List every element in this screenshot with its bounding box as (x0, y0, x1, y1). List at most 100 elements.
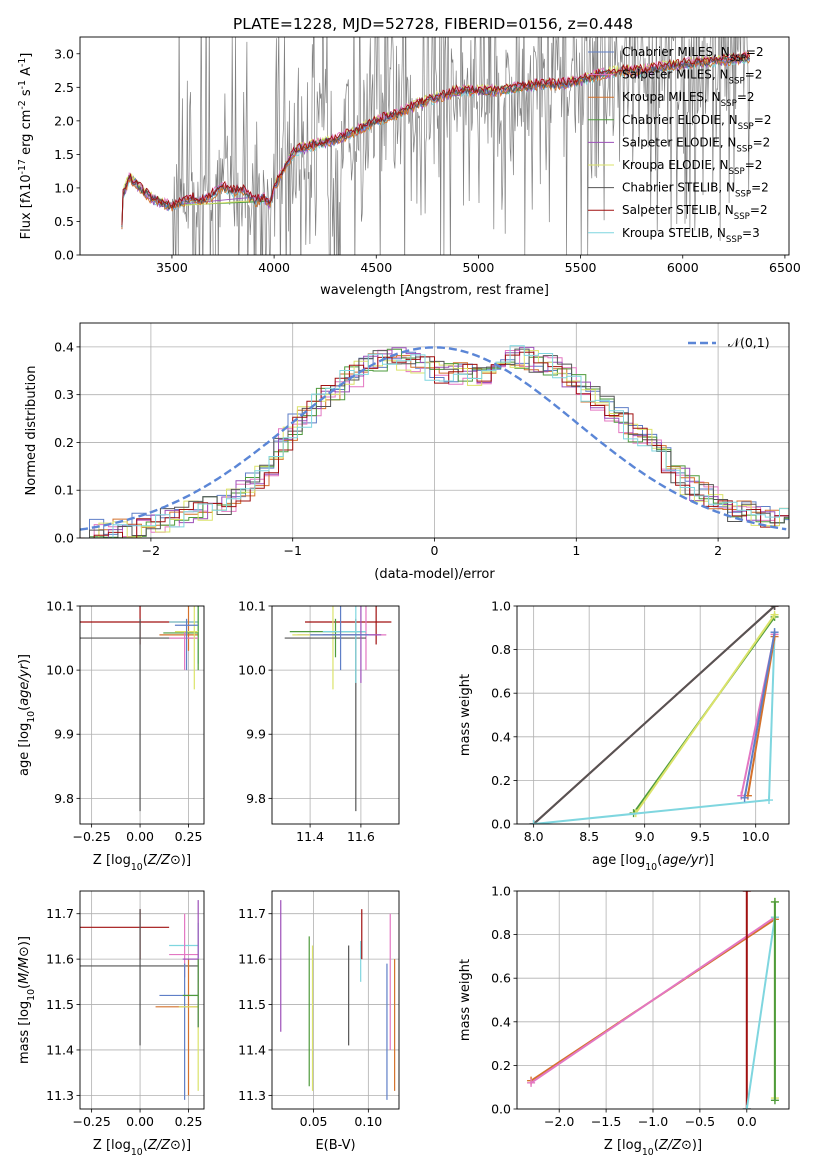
x-tick-label: 9.0 (635, 829, 655, 844)
y-tick-label: 3.0 (54, 46, 74, 61)
y-tick-label: 0.6 (491, 971, 511, 986)
y-tick-label: 1.5 (54, 147, 74, 162)
legend-entry: Chabrier STELIB, NSSP=2 (622, 181, 769, 200)
axes-weight_vs_age: 8.0 8.5 9.0 9.5 10.0 0.0 0.2 0.4 0.6 0.8 1.0 age [l… (458, 599, 790, 873)
normal-distribution-curve (80, 346, 787, 531)
y-tick-label: 10.1 (46, 599, 74, 614)
x-tick-label: 0.10 (354, 1114, 382, 1129)
x-tick-label: −0.25 (72, 1114, 110, 1129)
histogram-kroupa-stelib (84, 345, 789, 538)
x-tick-label: 9.5 (690, 829, 710, 844)
y-tick-label: 0.2 (54, 435, 74, 450)
x-axis-label: (data-model)/error (374, 567, 495, 582)
weight-marker (770, 610, 779, 619)
plot-area-mass_vs_Z (80, 900, 199, 1100)
x-tick-label: 4500 (360, 260, 392, 275)
plot-area-spectrum (121, 37, 751, 255)
y-tick-label: 11.4 (238, 1042, 266, 1057)
y-axis-label: Flux [fλ10-17 erg cm-2 s-1 A-1] (17, 53, 35, 240)
x-tick-label: 11.6 (347, 829, 375, 844)
legend: Chabrier MILES, NSSP=2 Salpeter MILES, NS… (588, 45, 771, 245)
legend-entry: Kroupa MILES, NSSP=2 (622, 90, 755, 109)
x-tick-label: 0.00 (126, 1114, 154, 1129)
y-tick-label: 9.8 (246, 791, 266, 806)
x-tick-label: 8.5 (579, 829, 599, 844)
y-axis-label: mass [log10(M/M⊙)] (17, 936, 37, 1064)
y-axis-label: mass weight (458, 674, 473, 756)
weight-marker (770, 606, 779, 610)
weight-marker (742, 891, 751, 895)
y-tick-label: 0.8 (491, 927, 511, 942)
y-tick-label: 10.1 (238, 599, 266, 614)
y-tick-label: 0.0 (54, 248, 74, 263)
weight-marker (765, 796, 774, 805)
x-tick-label: 5000 (463, 260, 495, 275)
legend-entry: 𝒩(0,1) (728, 335, 770, 350)
axes-age_vs_mass: 11.4 11.6 9.8 9.9 10.0 10.1 (238, 599, 400, 844)
page-title: PLATE=1228, MJD=52728, FIBERID=0156, z=0… (233, 15, 633, 33)
y-tick-label: 0.0 (54, 531, 74, 546)
y-tick-label: 11.7 (238, 906, 266, 921)
observed-spectrum (121, 37, 750, 255)
y-axis-label: mass weight (458, 959, 473, 1041)
x-tick-label: 4000 (258, 260, 290, 275)
histogram-chabrier-miles (80, 351, 789, 538)
y-tick-label: 0.2 (491, 773, 511, 788)
x-tick-label: 6500 (769, 260, 801, 275)
y-tick-label: 2.5 (54, 80, 74, 95)
y-tick-label: 11.3 (46, 1088, 74, 1103)
weight-marker (742, 1105, 751, 1109)
y-tick-label: 0.3 (54, 387, 74, 402)
y-tick-label: 2.0 (54, 113, 74, 128)
plot-area-age_vs_Z (80, 606, 199, 812)
histogram-salpeter-miles (80, 349, 789, 538)
x-tick-label: 0.25 (175, 829, 203, 844)
x-tick-label: 0.00 (126, 829, 154, 844)
y-tick-label: 10.0 (238, 663, 266, 678)
x-axis-label: Z [log10(Z/Z⊙)] (93, 1138, 191, 1158)
x-tick-label: −1 (283, 543, 301, 558)
plot-area-weight_vs_age (529, 606, 779, 824)
weight-line-chabrier-stelib (533, 606, 776, 824)
x-tick-label: −0.5 (685, 1114, 715, 1129)
legend-entry: Salpeter MILES, NSSP=2 (622, 68, 762, 87)
histogram-kroupa-elodie (84, 350, 789, 538)
y-tick-label: 0.4 (491, 729, 511, 744)
x-axis-label: age [log10(age/yr)] (592, 853, 714, 873)
y-tick-label: 11.6 (46, 952, 74, 967)
y-tick-label: 0.0 (491, 817, 511, 832)
legend: 𝒩(0,1) (688, 335, 770, 350)
axes-mass_vs_ebv: 0.05 0.10 11.3 11.4 11.5 11.6 11.7 E(B-V) (238, 890, 400, 1153)
axes-age_vs_Z: −0.25 0.00 0.25 9.8 9.9 10.0 10.1 Z [log10(Z/Z⊙… (17, 599, 205, 873)
y-tick-label: 11.6 (238, 952, 266, 967)
legend-entry: Kroupa ELODIE, NSSP=2 (622, 158, 762, 177)
y-tick-label: 0.4 (54, 339, 74, 354)
axes-frame (79, 605, 205, 825)
plot-area-age_vs_mass (284, 606, 392, 812)
axes-frame (516, 890, 790, 1110)
y-tick-label: 11.5 (46, 997, 74, 1012)
y-tick-label: 0.4 (491, 1014, 511, 1029)
y-tick-label: 1.0 (54, 180, 74, 195)
x-tick-label: −0.25 (72, 829, 110, 844)
y-tick-label: 9.9 (54, 727, 74, 742)
x-tick-label: 5500 (565, 260, 597, 275)
y-tick-label: 0.1 (54, 483, 74, 498)
x-axis-label: Z [log10(Z/Z⊙)] (93, 853, 191, 873)
weight-marker (529, 820, 538, 824)
x-tick-label: 0 (431, 543, 439, 558)
axes-frame (271, 890, 400, 1110)
axes-frame (79, 890, 205, 1110)
x-tick-label: 8.0 (524, 829, 544, 844)
x-tick-label: 2 (714, 543, 722, 558)
x-tick-label: −1.0 (638, 1114, 668, 1129)
weight-marker (770, 1096, 779, 1105)
y-tick-label: 9.8 (54, 791, 74, 806)
x-tick-label: 6000 (667, 260, 699, 275)
weight-line-chabrier-miles (743, 632, 776, 798)
y-tick-label: 0.5 (54, 214, 74, 229)
axes-mass_vs_Z: −0.25 0.00 0.25 11.3 11.4 11.5 11.6 11.7 Z [log1… (17, 890, 205, 1158)
y-tick-label: 10.0 (46, 663, 74, 678)
plot-area-residuals (80, 345, 789, 538)
